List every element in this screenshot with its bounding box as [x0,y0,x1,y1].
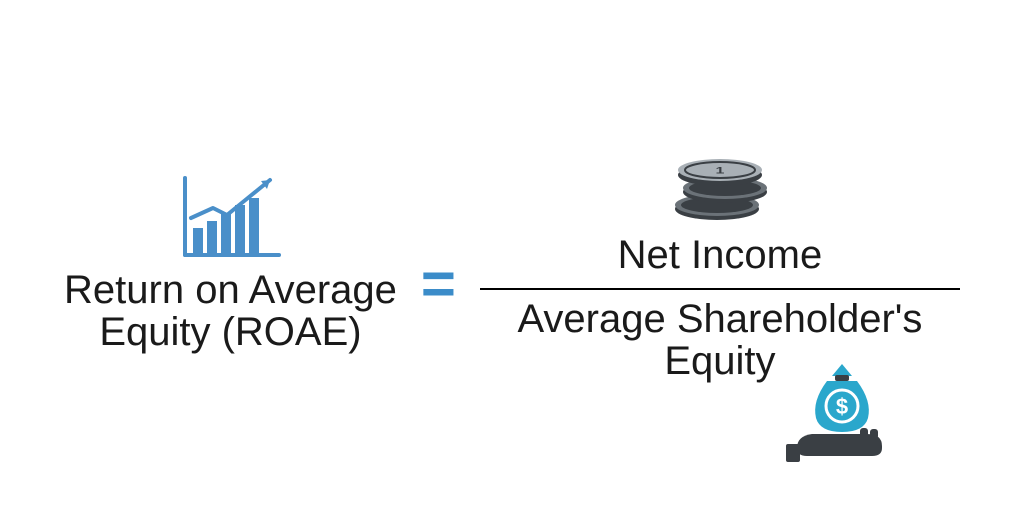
svg-text:1: 1 [715,165,724,175]
svg-text:$: $ [836,394,848,419]
fraction-denominator: Average Shareholder's Equity $ [517,298,922,382]
left-term-line2: Equity (ROAE) [99,310,361,354]
equals-sign: = [421,249,456,318]
formula-fraction: 1 Net Income Average Shareholder's Equit… [480,145,960,382]
left-term-label: Return on Average Equity (ROAE) [64,269,397,353]
formula-left-term: Return on Average Equity (ROAE) [64,173,397,353]
denominator-line2: Equity [664,339,775,383]
coin-stack-icon: 1 [665,145,775,225]
roae-formula: Return on Average Equity (ROAE) = 1 [0,0,1024,526]
left-term-line1: Return on Average [64,268,397,312]
denominator-line1: Average Shareholder's [517,297,922,341]
bar-chart-growth-icon [175,173,285,263]
hand-money-bag-icon: $ [782,356,902,466]
fraction-numerator: 1 Net Income [618,145,823,288]
fraction-line [480,288,960,290]
numerator-label: Net Income [618,233,823,278]
